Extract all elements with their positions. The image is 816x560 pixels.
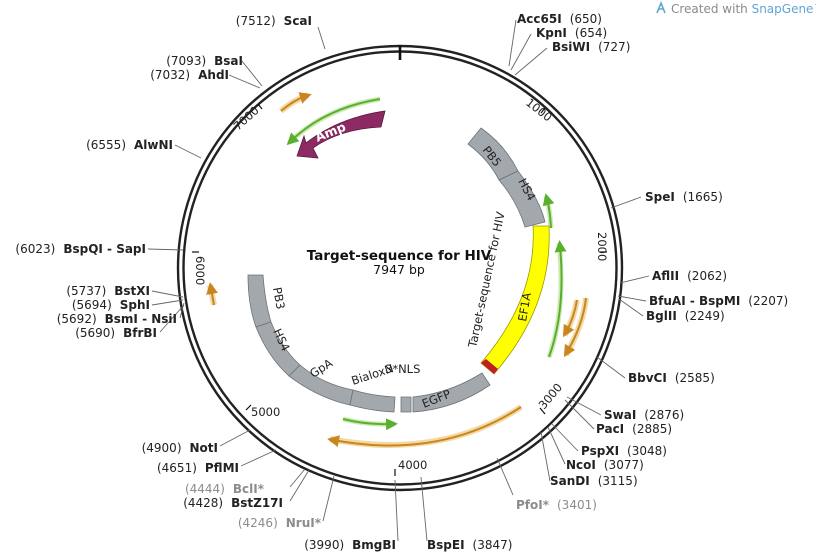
site-bsiwi[interactable]: BsiWI (727) — [552, 40, 630, 54]
orf-amp-green[interactable] — [286, 96, 381, 146]
ruler-tick-2000: 2000 — [595, 232, 609, 261]
site-bsai[interactable]: (7093) BsaI — [166, 54, 243, 68]
svg-text:2000: 2000 — [595, 232, 609, 261]
target-seq-feature-label: Target-sequence for HIV — [465, 210, 508, 349]
ruler-tick-6000: 6000 — [192, 251, 207, 285]
feature-target-seq-marker[interactable] — [481, 359, 498, 374]
feature-bialoxn[interactable] — [349, 389, 396, 413]
feature-gpa[interactable]: GpA — [288, 356, 354, 406]
site-spei[interactable]: SpeI (1665) — [645, 190, 723, 204]
svg-text:Created with SnapGene™: Created with SnapGene™ — [671, 2, 816, 16]
svg-text:3000: 3000 — [536, 380, 566, 411]
restriction-sites: (7512) ScaI (7093) BsaI (7032) AhdI (6555) A… — [15, 12, 788, 552]
ef1a-label: EF1A — [515, 291, 534, 322]
site-acc65i[interactable]: Acc65I (650) — [517, 12, 602, 26]
feature-hs4-bottom[interactable]: HS4 — [255, 321, 301, 377]
svg-text:4000: 4000 — [398, 458, 427, 472]
orf-right-green-2[interactable] — [546, 240, 567, 358]
orf-top-orange[interactable] — [279, 92, 312, 114]
pb3-label: PB3 — [270, 286, 288, 310]
site-bstz17i[interactable]: (4428) BstZ17I — [183, 496, 283, 510]
ruler-tick-3000: 3000 — [536, 380, 566, 415]
ruler: 1000 2000 3000 4000 5000 6000 7000 — [192, 95, 609, 476]
svg-text:7000: 7000 — [231, 103, 262, 133]
amp-arrow — [296, 110, 386, 159]
feature-pb3[interactable]: PB3 — [247, 274, 288, 328]
site-bbvci[interactable]: BbvCI (2585) — [628, 371, 715, 385]
ruler-tick-4000: 4000 — [394, 458, 427, 476]
ruler-tick-5000: 5000 — [245, 404, 280, 419]
orf-bottom-green[interactable] — [342, 416, 398, 431]
site-paci[interactable]: PacI (2885) — [596, 422, 672, 436]
site-kpni[interactable]: KpnI (654) — [536, 26, 607, 40]
feature-nls[interactable] — [400, 396, 412, 413]
site-swai[interactable]: SwaI (2876) — [604, 408, 684, 422]
plasmid-name: Target-sequence for HIV — [307, 248, 492, 264]
orf-right-green-1[interactable] — [542, 193, 555, 229]
feature-pb5[interactable]: PB5 — [467, 127, 519, 181]
credit-tm: ™ — [813, 2, 816, 16]
credit-brand: SnapGene — [752, 2, 814, 16]
site-bglii[interactable]: BglII (2249) — [646, 309, 725, 323]
site-noti[interactable]: (4900) NotI — [142, 441, 218, 455]
site-ahdi[interactable]: (7032) AhdI — [150, 68, 229, 82]
credit-prefix: Created with — [671, 2, 752, 16]
svg-text:1000: 1000 — [523, 95, 555, 124]
site-sandi[interactable]: SanDI (3115) — [550, 474, 638, 488]
gpa-label: GpA — [307, 356, 335, 381]
snapgene-logo-icon — [656, 0, 666, 14]
site-sphi[interactable]: (5694) SphI — [72, 298, 150, 312]
site-pfoi[interactable]: PfoI* (3401) — [516, 498, 597, 512]
site-scai[interactable]: (7512) ScaI — [236, 14, 312, 28]
site-bstxi[interactable]: (5737) BstXI — [66, 284, 150, 298]
orf-left-orange[interactable] — [206, 282, 218, 306]
orf-right-orange-2[interactable] — [563, 297, 589, 358]
site-aflii[interactable]: AflII (2062) — [652, 269, 727, 283]
site-bspqi-sapi[interactable]: (6023) BspQI - SapI — [15, 242, 146, 256]
site-bsmi-nsii[interactable]: (5692) BsmI - NsiI — [57, 312, 177, 326]
site-ncoi[interactable]: NcoI (3077) — [566, 458, 644, 472]
site-bmgbi[interactable]: (3990) BmgBI — [304, 538, 396, 552]
site-bfuai-bspmi[interactable]: BfuAI - BspMI (2207) — [649, 294, 788, 308]
site-leaders — [147, 19, 650, 542]
ruler-tick-7000: 7000 — [231, 103, 263, 133]
nls-label: 3*NLS — [385, 362, 420, 376]
svg-text:6000: 6000 — [193, 256, 207, 285]
orf-right-orange-1[interactable] — [562, 299, 580, 338]
site-nrui[interactable]: (4246) NruI* — [238, 516, 322, 530]
snapgene-credit[interactable]: Created with SnapGene™ — [656, 0, 816, 16]
site-bfrbi[interactable]: (5690) BfrBI — [75, 326, 157, 340]
site-bcli[interactable]: (4444) BclI* — [185, 482, 265, 496]
svg-text:5000: 5000 — [251, 405, 280, 419]
plasmid-length: 7947 bp — [373, 262, 425, 277]
orf-bottom-orange[interactable] — [327, 404, 523, 448]
site-pflmi[interactable]: (4651) PflMI — [157, 461, 239, 475]
site-pspxi[interactable]: PspXI (3048) — [581, 444, 667, 458]
ruler-tick-1000: 1000 — [523, 95, 555, 124]
feature-amp[interactable]: Amp — [296, 110, 386, 159]
site-alwni[interactable]: (6555) AlwNI — [86, 138, 173, 152]
site-bspei[interactable]: BspEI (3847) — [427, 538, 512, 552]
feature-egfp[interactable]: EGFP — [412, 372, 491, 413]
